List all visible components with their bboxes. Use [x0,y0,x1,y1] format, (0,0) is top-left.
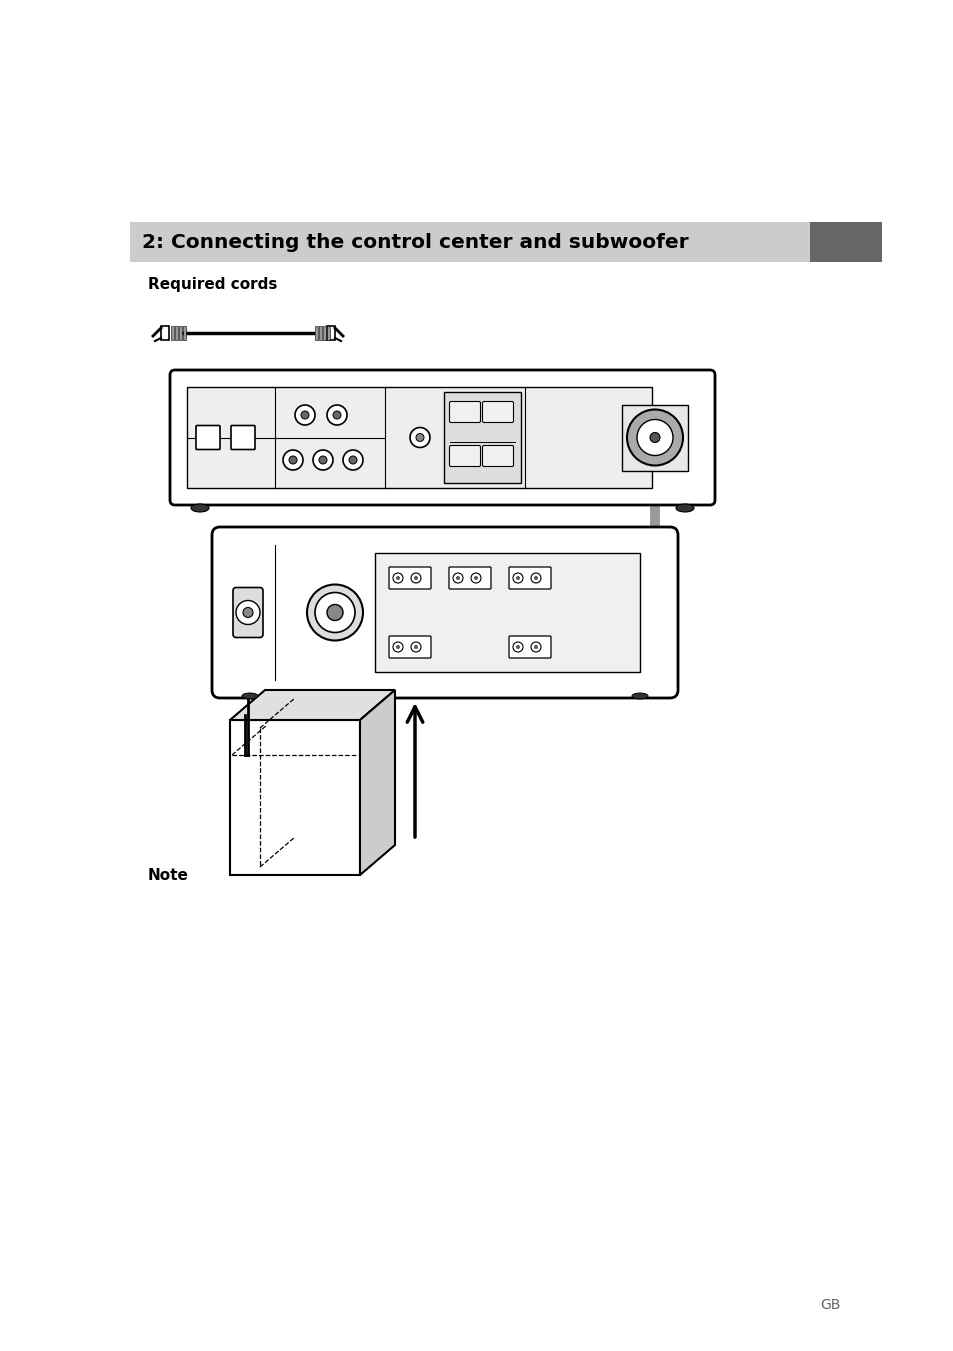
FancyBboxPatch shape [195,426,220,450]
FancyBboxPatch shape [170,370,714,505]
Bar [171,326,173,340]
Circle shape [313,450,333,470]
Text: Note: Note [148,867,189,882]
Polygon shape [327,326,335,340]
Bar [130,222,823,262]
Circle shape [395,576,399,580]
Bar [179,326,182,340]
Circle shape [416,434,423,442]
Circle shape [327,405,347,426]
Circle shape [411,573,420,584]
Circle shape [327,604,343,620]
Circle shape [235,600,260,624]
Circle shape [414,644,417,648]
Text: 2: Connecting the control center and subwoofer: 2: Connecting the control center and sub… [142,234,688,253]
FancyBboxPatch shape [233,588,263,638]
Circle shape [410,427,430,447]
Bar [323,326,326,340]
FancyBboxPatch shape [389,636,431,658]
Circle shape [534,644,537,648]
Polygon shape [230,690,395,720]
Circle shape [349,457,356,463]
Bar [318,326,322,340]
Circle shape [307,585,363,640]
Ellipse shape [631,693,647,698]
Circle shape [531,642,540,653]
Circle shape [637,420,672,455]
Bar [621,404,687,470]
Bar [183,326,186,340]
Bar [375,553,639,671]
Polygon shape [161,326,169,340]
Bar [809,222,882,262]
FancyBboxPatch shape [389,567,431,589]
Circle shape [453,573,462,584]
Circle shape [333,411,340,419]
Circle shape [343,450,363,470]
FancyBboxPatch shape [231,426,254,450]
FancyBboxPatch shape [449,446,480,466]
Bar [230,720,359,875]
Circle shape [513,642,522,653]
Circle shape [516,644,519,648]
Circle shape [474,576,477,580]
FancyBboxPatch shape [443,392,520,484]
Circle shape [531,573,540,584]
Circle shape [649,432,659,443]
Circle shape [283,450,303,470]
Text: GB: GB [820,1298,840,1312]
Circle shape [393,573,402,584]
Bar [187,386,651,488]
Ellipse shape [676,504,693,512]
FancyBboxPatch shape [482,446,513,466]
Bar [327,326,330,340]
Circle shape [301,411,309,419]
Circle shape [513,573,522,584]
FancyBboxPatch shape [449,567,491,589]
Circle shape [626,409,682,466]
Circle shape [411,642,420,653]
Polygon shape [359,690,395,875]
Circle shape [294,405,314,426]
Text: Required cords: Required cords [148,277,277,293]
Circle shape [289,457,296,463]
Circle shape [243,608,253,617]
FancyBboxPatch shape [509,636,551,658]
Circle shape [393,642,402,653]
FancyBboxPatch shape [212,527,678,698]
Circle shape [516,576,519,580]
Bar [314,326,317,340]
Circle shape [414,576,417,580]
Ellipse shape [242,693,257,698]
Ellipse shape [191,504,209,512]
Circle shape [456,576,459,580]
Circle shape [471,573,480,584]
Circle shape [395,644,399,648]
FancyBboxPatch shape [509,567,551,589]
Circle shape [318,457,327,463]
Circle shape [314,593,355,632]
FancyBboxPatch shape [449,401,480,423]
FancyBboxPatch shape [482,401,513,423]
Circle shape [534,576,537,580]
Bar [174,326,178,340]
